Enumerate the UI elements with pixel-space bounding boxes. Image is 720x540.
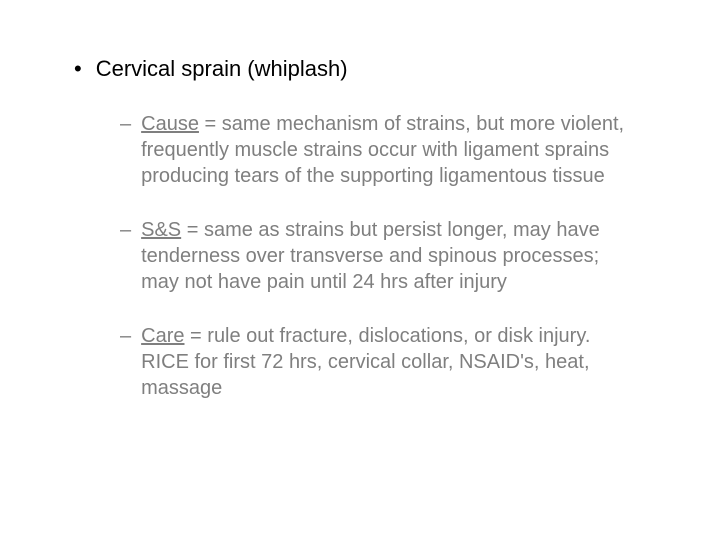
sub-bullet-body: = rule out fracture, dislocations, or di… — [141, 325, 590, 399]
sub-bullet-body: = same mechanism of strains, but more vi… — [141, 113, 624, 187]
sub-bullet-label: S&S — [141, 219, 181, 241]
sub-bullet-cause: – Cause = same mechanism of strains, but… — [120, 111, 650, 189]
dash-icon: – — [120, 111, 131, 137]
dash-icon: – — [120, 217, 131, 243]
main-bullet: • Cervical sprain (whiplash) — [70, 55, 650, 83]
bullet-dot-icon: • — [74, 55, 82, 83]
sub-bullet-body: = same as strains but persist longer, ma… — [141, 219, 600, 293]
sub-bullet-label: Care — [141, 325, 184, 347]
slide-title: Cervical sprain (whiplash) — [96, 55, 348, 83]
sub-bullet-text: Cause = same mechanism of strains, but m… — [141, 111, 640, 189]
sub-bullet-text: Care = rule out fracture, dislocations, … — [141, 323, 640, 401]
slide: • Cervical sprain (whiplash) – Cause = s… — [0, 0, 720, 540]
sub-bullet-label: Cause — [141, 113, 199, 135]
sub-bullet-ss: – S&S = same as strains but persist long… — [120, 217, 650, 295]
dash-icon: – — [120, 323, 131, 349]
sub-bullet-text: S&S = same as strains but persist longer… — [141, 217, 640, 295]
sub-bullet-care: – Care = rule out fracture, dislocations… — [120, 323, 650, 401]
